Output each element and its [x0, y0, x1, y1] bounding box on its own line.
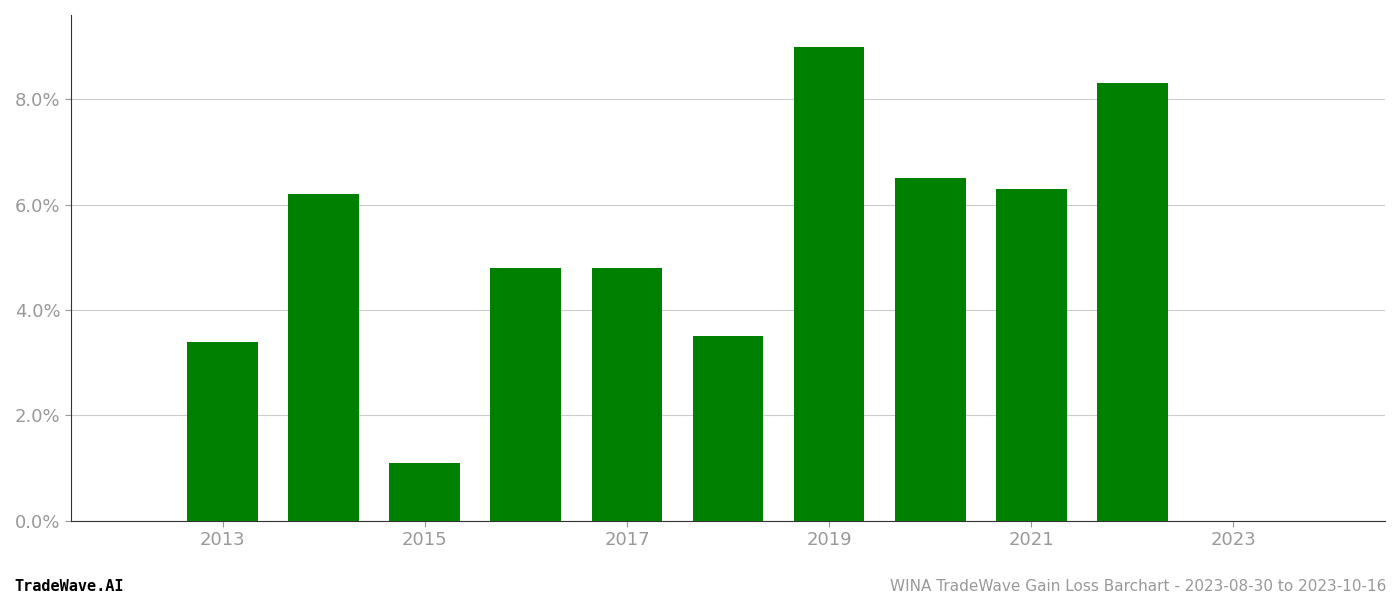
Bar	[995, 189, 1067, 521]
Bar	[288, 194, 360, 521]
Bar	[895, 178, 966, 521]
Bar	[1098, 83, 1168, 521]
Bar	[490, 268, 561, 521]
Bar	[188, 341, 258, 521]
Text: WINA TradeWave Gain Loss Barchart - 2023-08-30 to 2023-10-16: WINA TradeWave Gain Loss Barchart - 2023…	[889, 579, 1386, 594]
Bar	[389, 463, 461, 521]
Bar	[794, 47, 864, 521]
Bar	[592, 268, 662, 521]
Text: TradeWave.AI: TradeWave.AI	[14, 579, 123, 594]
Bar	[693, 336, 763, 521]
